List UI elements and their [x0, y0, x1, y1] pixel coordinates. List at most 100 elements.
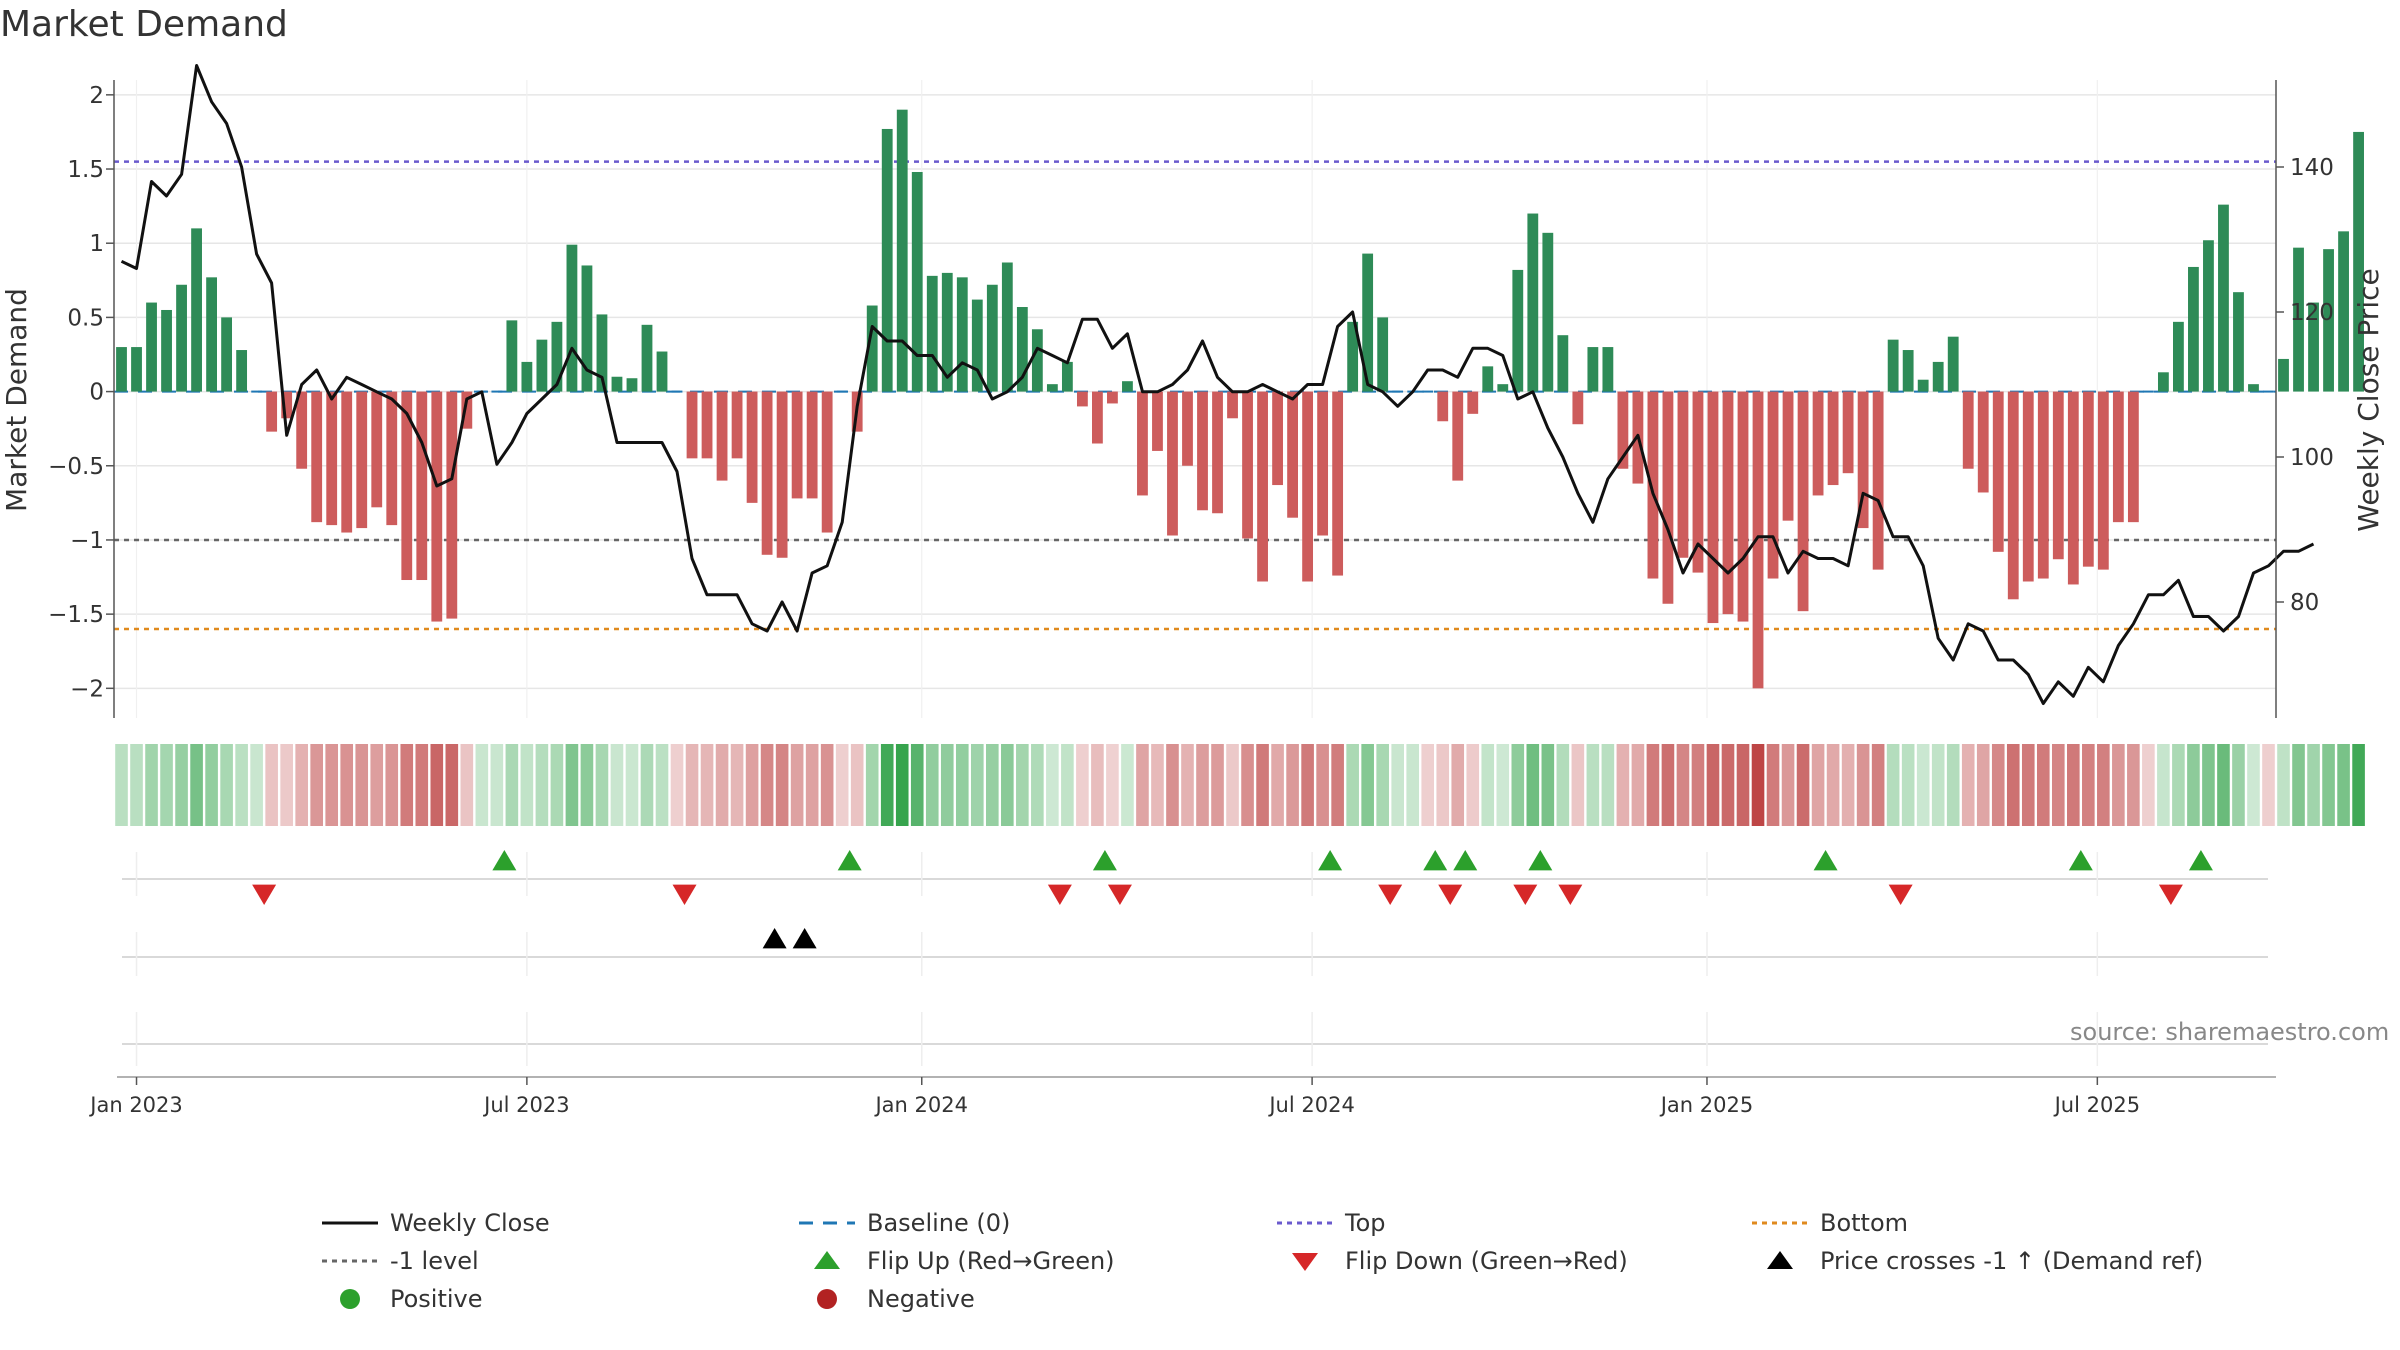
heat-cell	[1916, 744, 1930, 826]
heat-cell	[1526, 744, 1540, 826]
demand-bar-negative	[1647, 391, 1659, 579]
heat-cell	[1451, 744, 1465, 826]
heat-cell	[610, 744, 624, 826]
heat-cell	[1271, 744, 1284, 826]
heat-cell	[685, 744, 699, 826]
heat-cell	[1241, 744, 1254, 826]
demand-bar-negative	[1782, 391, 1794, 521]
heat-cell	[2021, 744, 2035, 826]
demand-bar-negative	[1197, 391, 1208, 511]
demand-bar-positive	[176, 284, 187, 392]
demand-bar-positive	[1602, 347, 1614, 392]
demand-bar-positive	[926, 275, 938, 392]
heat-cell	[1331, 744, 1344, 826]
demand-bar-positive	[1542, 232, 1554, 392]
demand-bar-negative	[806, 391, 818, 499]
demand-bar-positive	[1016, 307, 1028, 392]
heat-cell	[1421, 744, 1435, 826]
heat-cell	[265, 744, 278, 826]
demand-bar-positive	[1947, 336, 1959, 392]
heat-cell	[1496, 744, 1510, 826]
demand-bar-negative	[1152, 391, 1163, 451]
demand-bar-negative	[1617, 391, 1629, 469]
demand-bar-positive	[2218, 204, 2229, 392]
demand-bar-negative	[2112, 391, 2124, 523]
demand-bar-negative	[1797, 391, 1809, 612]
demand-bar-positive	[611, 376, 623, 392]
flip-down-marker	[672, 884, 697, 905]
demand-bar-positive	[881, 128, 893, 392]
heat-cell	[2352, 744, 2365, 826]
heat-cell	[1856, 744, 1870, 826]
heat-cell	[1886, 744, 1900, 826]
demand-bar-negative	[446, 391, 458, 619]
heat-cell	[415, 744, 429, 826]
heat-cell	[220, 744, 233, 826]
demand-bar-positive	[2323, 249, 2334, 392]
legend-label: Flip Down (Green→Red)	[1345, 1247, 1628, 1275]
demand-bar-negative	[1107, 391, 1118, 404]
demand-bar-negative	[1812, 391, 1824, 496]
heat-cell	[1376, 744, 1389, 826]
heat-cell	[2067, 744, 2080, 826]
demand-bar-negative	[1227, 391, 1238, 419]
demand-bar-negative	[266, 391, 278, 432]
demand-bar-positive	[1347, 321, 1359, 392]
demand-bar-positive	[911, 171, 923, 392]
heat-cell	[1616, 744, 1630, 826]
demand-bar-positive	[1527, 213, 1539, 392]
legend-flip-down: Flip Down (Green→Red)	[1275, 1243, 1628, 1279]
demand-bar-negative	[1737, 391, 1749, 622]
heat-cell	[1841, 744, 1855, 826]
heat-cell	[2307, 744, 2320, 826]
demand-bar-negative	[761, 391, 773, 555]
heat-cell	[445, 744, 459, 826]
heat-cell	[490, 744, 504, 826]
heat-cell	[1091, 744, 1104, 826]
flip-down-marker	[1888, 884, 1913, 905]
heat-cell	[2112, 744, 2125, 826]
demand-bar-negative	[1842, 391, 1854, 474]
heat-cell	[535, 744, 549, 826]
demand-bar-positive	[1887, 339, 1899, 392]
legend-top: Top	[1275, 1205, 1386, 1241]
demand-bar-positive	[1046, 384, 1058, 392]
heat-cell	[1436, 744, 1450, 826]
heat-cell	[1601, 744, 1615, 826]
demand-bar-negative	[2097, 391, 2109, 570]
y-tick-label: −2	[70, 676, 104, 702]
heat-cell	[175, 744, 188, 826]
demand-bar-positive	[506, 320, 518, 392]
demand-bar-negative	[1182, 391, 1193, 466]
heat-cell	[2006, 744, 2020, 826]
demand-bar-positive	[2188, 266, 2199, 392]
legend-label: Positive	[390, 1285, 483, 1313]
demand-bar-positive	[2203, 240, 2214, 392]
demand-bar-positive	[656, 351, 668, 392]
demand-bar-positive	[1932, 361, 1944, 392]
y-tick-label: 1.5	[67, 157, 104, 183]
y-tick-label: 2	[89, 83, 104, 109]
demand-bar-negative	[1767, 391, 1779, 579]
demand-bar-positive	[116, 347, 127, 392]
heat-cell	[1766, 744, 1780, 826]
heat-cell	[1391, 744, 1404, 826]
legend-dotted-swatch-icon	[320, 1243, 380, 1279]
price-line-layer	[120, 64, 2315, 705]
demand-bar-negative	[1572, 391, 1584, 425]
demand-bar-negative	[1212, 391, 1223, 514]
y2-tick-label: 80	[2290, 590, 2319, 616]
demand-bar-negative	[1242, 391, 1253, 539]
heat-cell	[1901, 744, 1915, 826]
heat-cell	[1871, 744, 1885, 826]
demand-bar-negative	[821, 391, 833, 533]
heat-cell	[250, 744, 263, 826]
heat-cell	[1076, 744, 1089, 826]
flip-down-marker	[1513, 884, 1538, 905]
heat-cell	[820, 744, 834, 826]
demand-bar-negative	[1752, 391, 1764, 689]
heat-cell	[2202, 744, 2215, 826]
demand-bar-positive	[866, 305, 878, 392]
heat-cell	[655, 744, 669, 826]
flip-down-marker	[2158, 884, 2183, 905]
